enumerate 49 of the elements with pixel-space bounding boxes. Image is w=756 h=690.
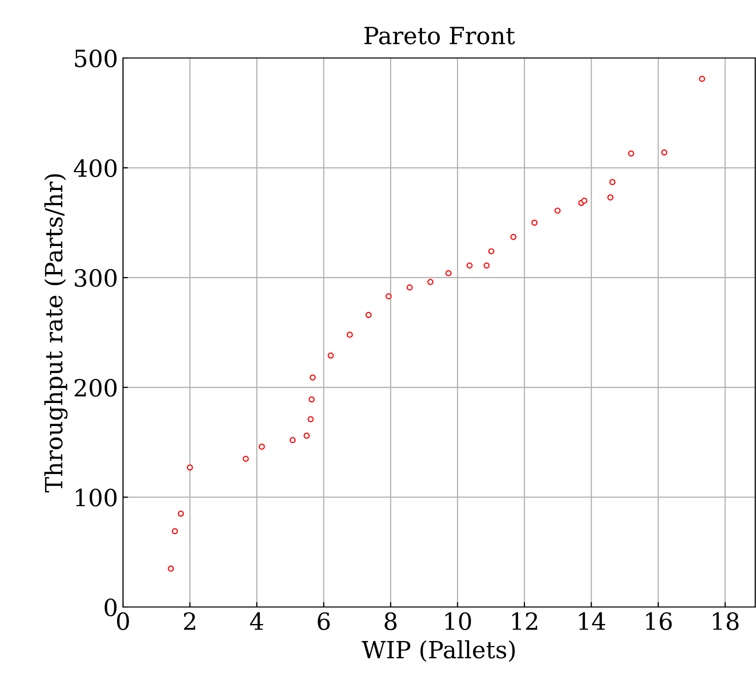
x-tick-label: 18: [712, 612, 739, 630]
point: [607, 194, 614, 200]
x-tick-label: 16: [646, 612, 672, 630]
point: [242, 456, 249, 462]
point: [258, 444, 265, 450]
point: [699, 76, 706, 82]
point: [531, 220, 538, 226]
point: [308, 396, 315, 403]
y-tick-label: 200: [74, 378, 117, 397]
point: [427, 278, 434, 286]
point: [581, 198, 588, 204]
point: [365, 312, 372, 318]
point: [445, 270, 452, 276]
x-tick-label: 0: [117, 612, 129, 630]
point: [328, 352, 334, 359]
point: [290, 437, 296, 444]
point: [488, 248, 494, 254]
x-tick-label: 10: [445, 612, 471, 630]
y-tick-label: 100: [76, 488, 117, 507]
point: [186, 464, 193, 471]
point: [304, 432, 310, 439]
point: [178, 510, 184, 517]
point: [168, 566, 174, 572]
point: [609, 179, 616, 186]
x-tick-label: 6: [318, 612, 330, 630]
point: [484, 262, 490, 269]
chart-title: Pareto Front: [364, 26, 515, 44]
x-tick-label: 4: [250, 612, 264, 630]
point: [308, 416, 314, 422]
point: [172, 528, 178, 534]
point: [510, 234, 516, 240]
y-tick-label: 500: [75, 49, 117, 68]
point: [628, 150, 634, 157]
x-tick-label: 14: [579, 612, 606, 630]
point: [406, 284, 413, 291]
x-axis-title: WIP (Pallets): [362, 640, 515, 662]
y-tick-label: 300: [74, 269, 117, 287]
x-tick-label: 8: [384, 612, 397, 630]
point: [554, 208, 561, 214]
point: [346, 332, 353, 338]
x-tick-label: 12: [512, 612, 538, 630]
point: [466, 262, 473, 269]
y-tick-label: 0: [104, 598, 117, 616]
y-axis-title: Throughput rate (Parts/hr): [44, 174, 68, 492]
y-tick-label: 400: [74, 159, 117, 178]
point: [661, 149, 668, 156]
point: [386, 293, 392, 300]
x-tick-label: 2: [184, 612, 196, 630]
point: [310, 374, 316, 381]
